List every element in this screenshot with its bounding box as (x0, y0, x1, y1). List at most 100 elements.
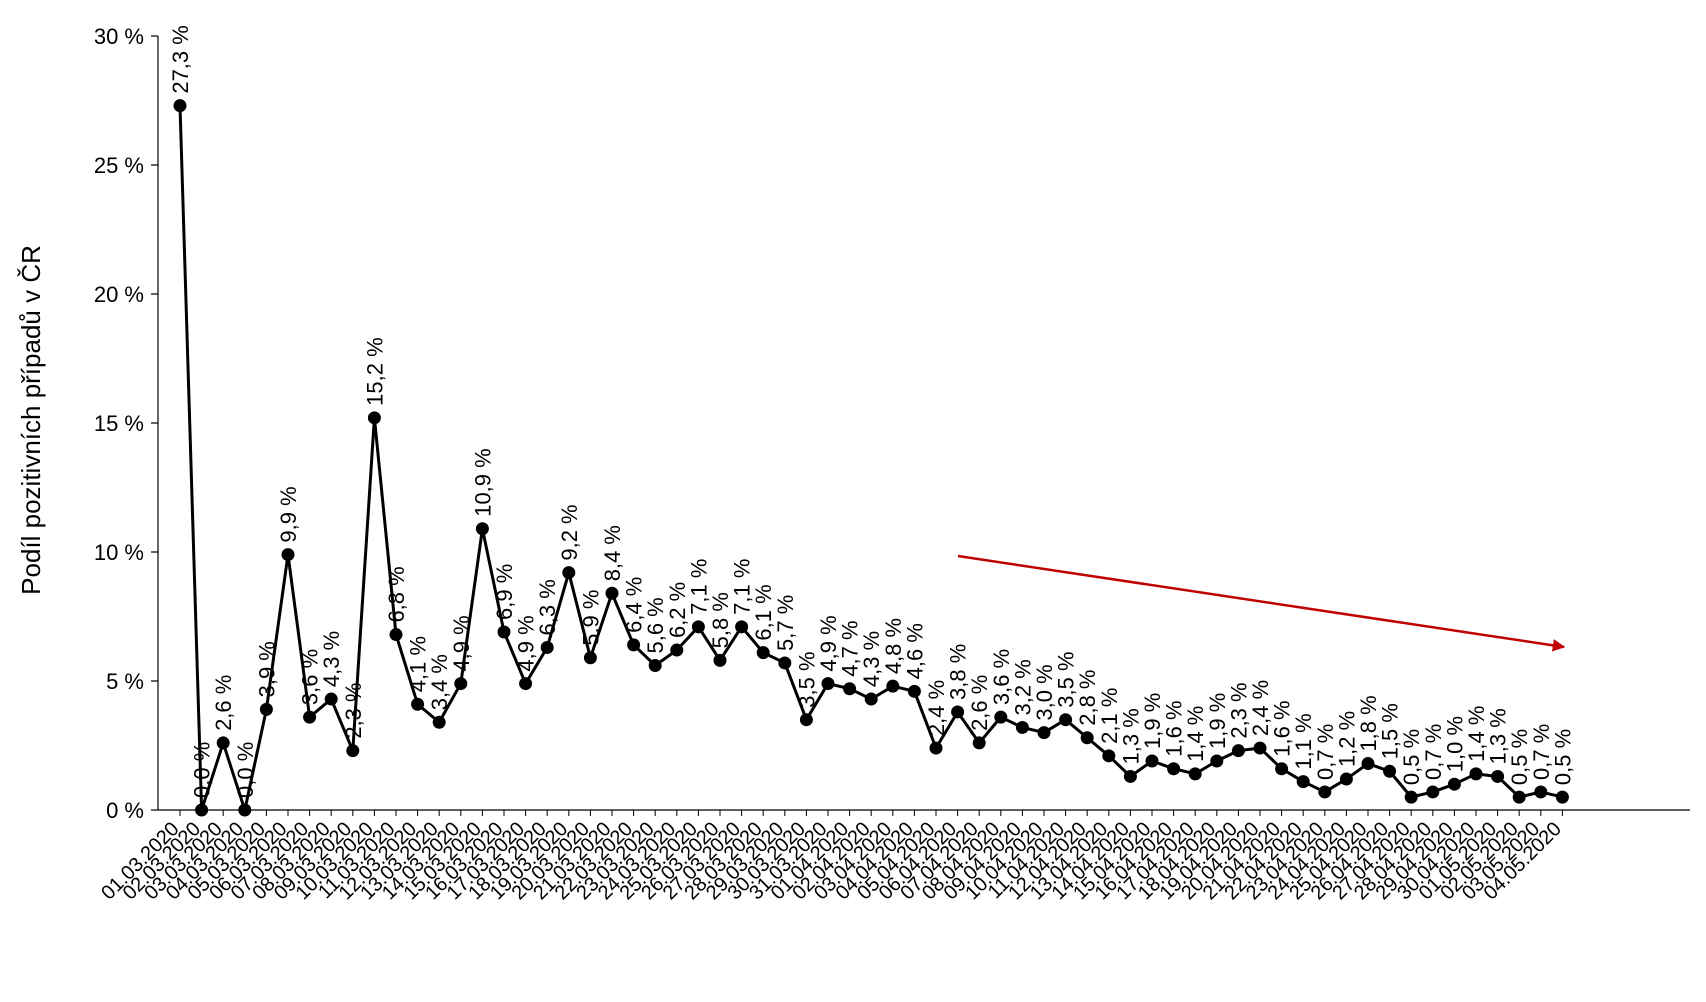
data-label: 6,4 % (622, 577, 647, 633)
data-point (864, 692, 878, 706)
data-label: 3,4 % (427, 654, 452, 710)
data-point (886, 679, 900, 693)
data-label: 2,6 % (211, 675, 236, 731)
data-point (1296, 775, 1310, 789)
data-point (562, 566, 576, 580)
annotation-group (957, 554, 1566, 652)
data-point (756, 646, 770, 660)
data-point (972, 736, 986, 750)
data-point (951, 705, 965, 719)
data-label: 2,4 % (1248, 680, 1273, 736)
data-label: 4,9 % (816, 615, 841, 671)
data-label: 1,8 % (1356, 695, 1381, 751)
data-point (475, 522, 489, 536)
data-point (1080, 731, 1094, 745)
data-label: 1,4 % (1464, 706, 1489, 762)
data-point (907, 684, 921, 698)
data-label: 1,3 % (1486, 708, 1511, 764)
data-point (540, 640, 554, 654)
data-label: 5,6 % (643, 597, 668, 653)
data-label: 3,5 % (794, 651, 819, 707)
data-point (1469, 767, 1483, 781)
data-point (994, 710, 1008, 724)
data-point (1253, 741, 1267, 755)
data-label: 1,3 % (1118, 708, 1143, 764)
data-point (1534, 785, 1548, 799)
x-axis: 01.03.202002.03.202003.03.202004.03.2020… (97, 809, 1690, 904)
y-axis: 0 % 5 % 10 % 15 % 20 % 25 % 30 % (94, 24, 159, 823)
data-point (1555, 790, 1569, 804)
y-tick-label: 10 % (94, 540, 144, 565)
data-label: 4,1 % (406, 636, 431, 692)
data-point (778, 656, 792, 670)
data-label: 0,0 % (190, 742, 215, 798)
data-point (1383, 764, 1397, 778)
data-point (1231, 744, 1245, 758)
data-point (1318, 785, 1332, 799)
data-label: 5,8 % (708, 592, 733, 648)
data-point (799, 713, 813, 727)
data-label: 1,9 % (1205, 693, 1230, 749)
data-label-group: 27,3 %0,0 %2,6 %0,0 %3,9 %9,9 %3,6 %4,3 … (168, 25, 1575, 798)
y-axis-label: Podíl pozitivních případů v ČR (16, 245, 46, 595)
data-label: 5,9 % (578, 590, 603, 646)
data-label: 6,3 % (535, 579, 560, 635)
data-point (1447, 777, 1461, 791)
data-label: 4,3 % (859, 631, 884, 687)
data-point (346, 744, 360, 758)
data-point (1404, 790, 1418, 804)
data-point (195, 803, 209, 817)
data-label: 8,4 % (600, 525, 625, 581)
data-label: 3,2 % (1010, 659, 1035, 715)
data-label: 6,9 % (492, 564, 517, 620)
data-label: 2,4 % (924, 680, 949, 736)
y-tick-label: 25 % (94, 153, 144, 178)
data-label: 6,1 % (751, 584, 776, 640)
data-point (1426, 785, 1440, 799)
data-label: 0,5 % (1399, 729, 1424, 785)
data-label: 1,0 % (1442, 716, 1467, 772)
data-label: 4,6 % (902, 623, 927, 679)
data-point (1123, 769, 1137, 783)
data-label: 1,1 % (1291, 713, 1316, 769)
data-point (367, 411, 381, 425)
data-label: 27,3 % (168, 25, 193, 94)
data-point (411, 697, 425, 711)
data-label: 9,2 % (557, 504, 582, 560)
data-label: 4,9 % (514, 615, 539, 671)
trend-arrow (957, 554, 1566, 652)
data-point (1210, 754, 1224, 768)
data-label: 1,4 % (1183, 706, 1208, 762)
data-point (929, 741, 943, 755)
data-label: 3,6 % (298, 649, 323, 705)
y-tick-label: 30 % (94, 24, 144, 49)
data-point (583, 651, 597, 665)
data-point (691, 620, 705, 634)
y-tick-label: 0 % (106, 798, 144, 823)
data-label: 0,7 % (1313, 724, 1338, 780)
data-point (432, 715, 446, 729)
y-tick-label: 15 % (94, 411, 144, 436)
data-point (303, 710, 317, 724)
data-point (454, 677, 468, 691)
data-point (324, 692, 338, 706)
series-line-group (173, 99, 1569, 817)
data-point (648, 659, 662, 673)
data-point (238, 803, 252, 817)
data-point (1015, 720, 1029, 734)
data-point (821, 677, 835, 691)
data-label: 2,3 % (1226, 682, 1251, 738)
data-point (605, 586, 619, 600)
data-point (1188, 767, 1202, 781)
data-label: 9,9 % (276, 486, 301, 542)
data-point (1512, 790, 1526, 804)
data-label: 6,2 % (665, 582, 690, 638)
data-point (1037, 726, 1051, 740)
data-point (216, 736, 230, 750)
data-point (1167, 762, 1181, 776)
y-tick-label: 5 % (106, 669, 144, 694)
data-point (1339, 772, 1353, 786)
data-point (735, 620, 749, 634)
data-point (1275, 762, 1289, 776)
data-point (281, 548, 295, 562)
